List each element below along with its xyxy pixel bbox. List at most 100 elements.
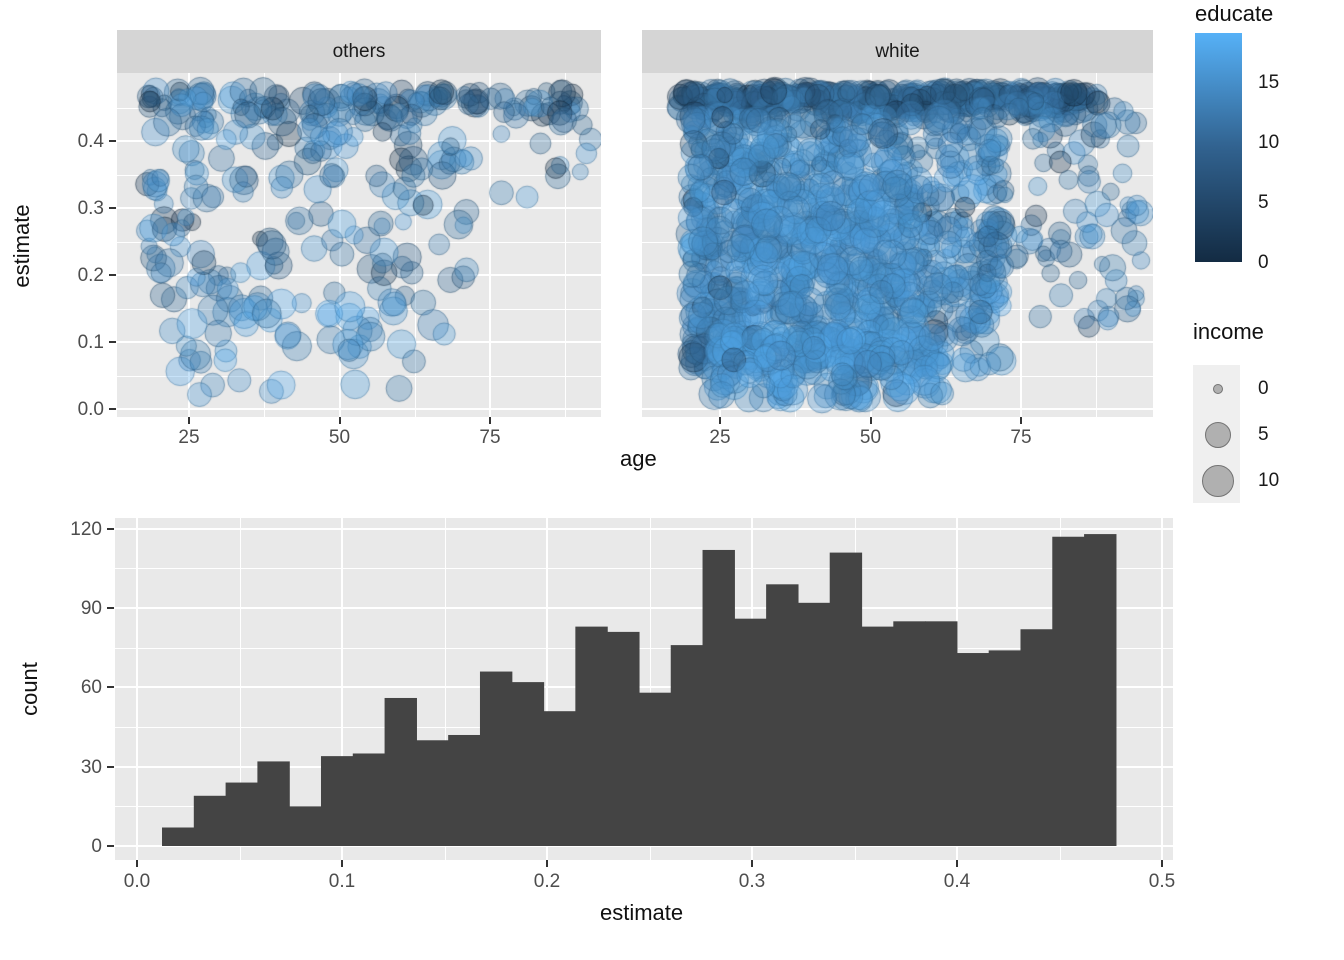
gridline-minor	[115, 568, 1173, 570]
histogram-bar	[384, 697, 417, 846]
hist-y-tick-label: 120	[70, 518, 102, 540]
histogram-bar	[416, 740, 449, 846]
histogram-bar	[511, 682, 545, 846]
gridline-minor	[115, 647, 1173, 649]
income-key-circle	[1212, 384, 1223, 394]
scatter-panel-white	[642, 73, 1153, 417]
x-axis-title-age: age	[620, 446, 657, 471]
x-tick-label: 50	[859, 427, 882, 448]
gridline-major	[115, 607, 1173, 610]
histogram-bar	[1020, 629, 1053, 846]
gridline-major	[115, 527, 1173, 530]
hist-x-tick-label: 0.5	[1148, 871, 1176, 892]
income-key-circle	[1201, 465, 1234, 497]
y-tick-label: 0.3	[77, 198, 104, 219]
hist-x-tick-label: 0.1	[328, 871, 356, 892]
educate-tick-label: 15	[1258, 72, 1280, 94]
x-tick-mark	[719, 417, 721, 424]
histogram-bar	[1052, 536, 1085, 846]
educate-tick-label: 5	[1258, 192, 1269, 214]
x-tick-label: 25	[178, 427, 200, 448]
histogram-bar	[352, 753, 386, 846]
hist-y-tick-mark	[107, 765, 114, 768]
histogram-bar	[670, 645, 704, 846]
y-axis-title-estimate: estimate	[9, 204, 34, 288]
income-key-circle	[1204, 422, 1231, 448]
x-tick-label: 25	[709, 427, 731, 448]
y-tick-mark	[109, 207, 116, 209]
hist-x-tick-mark	[1161, 860, 1163, 867]
histogram-panel	[115, 518, 1173, 860]
hist-x-tick-label: 0.4	[943, 871, 971, 892]
x-tick-mark	[489, 417, 491, 424]
histogram-bar	[225, 782, 258, 846]
y-tick-label: 0.1	[77, 332, 104, 353]
hist-x-tick-label: 0.0	[123, 871, 151, 892]
x-axis-title-estimate: estimate	[600, 900, 684, 925]
gridline-major	[1161, 518, 1163, 860]
y-tick-mark	[109, 408, 116, 410]
x-tick-mark	[188, 417, 190, 424]
y-tick-mark	[109, 140, 116, 142]
y-tick-label: 0.4	[77, 131, 104, 152]
histogram-bar	[289, 806, 322, 846]
x-tick-label: 75	[1010, 427, 1032, 448]
facet-strip-white: white	[642, 30, 1153, 73]
histogram-bar	[575, 626, 608, 846]
colorbar-tick-mark	[1195, 261, 1203, 263]
histogram-bar	[543, 711, 576, 846]
hist-y-tick-label: 30	[80, 756, 102, 778]
hist-y-tick-mark	[107, 845, 114, 847]
y-tick-mark	[109, 274, 116, 276]
facet-strip-white-label: white	[875, 40, 920, 62]
histogram-bar	[988, 650, 1022, 846]
histogram-bar	[766, 584, 799, 846]
x-tick-mark	[869, 417, 872, 424]
scatter-points-others	[117, 73, 601, 417]
hist-y-tick-mark	[107, 527, 114, 530]
histogram-bar	[320, 756, 354, 846]
gridline-major	[115, 686, 1173, 689]
hist-x-tick-mark	[341, 860, 343, 867]
histogram-bar	[607, 631, 640, 846]
histogram-bar	[702, 549, 735, 846]
y-tick-label: 0.0	[77, 399, 104, 420]
y-tick-mark	[109, 341, 116, 343]
x-tick-label: 75	[479, 427, 501, 448]
histogram-bar	[734, 618, 767, 846]
facet-strip-others: others	[117, 30, 601, 73]
hist-x-tick-label: 0.2	[533, 871, 561, 892]
histogram-bar	[193, 795, 227, 846]
hist-y-tick-mark	[107, 686, 114, 689]
histogram-bar	[638, 692, 672, 846]
hist-y-tick-label: 60	[80, 677, 102, 699]
gridline-minor	[239, 518, 241, 860]
histogram-bar	[257, 761, 290, 846]
y-axis-title-count: count	[17, 662, 42, 716]
gridline-major	[341, 518, 343, 860]
hist-x-tick-mark	[956, 860, 958, 867]
x-tick-mark	[338, 417, 341, 424]
scatter-points-white	[642, 73, 1153, 417]
hist-x-tick-label: 0.3	[738, 871, 766, 892]
hist-x-tick-mark	[751, 860, 753, 867]
hist-x-tick-mark	[136, 860, 138, 867]
histogram-bar	[448, 734, 481, 846]
x-tick-label: 50	[328, 427, 351, 448]
income-key-label: 5	[1258, 424, 1269, 445]
histogram-bar	[797, 602, 831, 846]
histogram-bar	[925, 621, 958, 846]
gridline-major	[136, 518, 138, 860]
x-tick-mark	[1020, 417, 1022, 424]
histogram-bar	[1084, 534, 1117, 846]
gridline-minor	[649, 518, 651, 860]
gridline-minor	[444, 518, 446, 860]
hist-y-tick-mark	[107, 607, 114, 610]
gridline-major	[546, 518, 548, 860]
scatter-panel-others	[117, 73, 601, 417]
histogram-bar	[829, 552, 863, 846]
histogram-bar	[861, 626, 894, 846]
educate-tick-label: 0	[1258, 252, 1269, 273]
legend-title-educate: educate	[1195, 1, 1274, 26]
